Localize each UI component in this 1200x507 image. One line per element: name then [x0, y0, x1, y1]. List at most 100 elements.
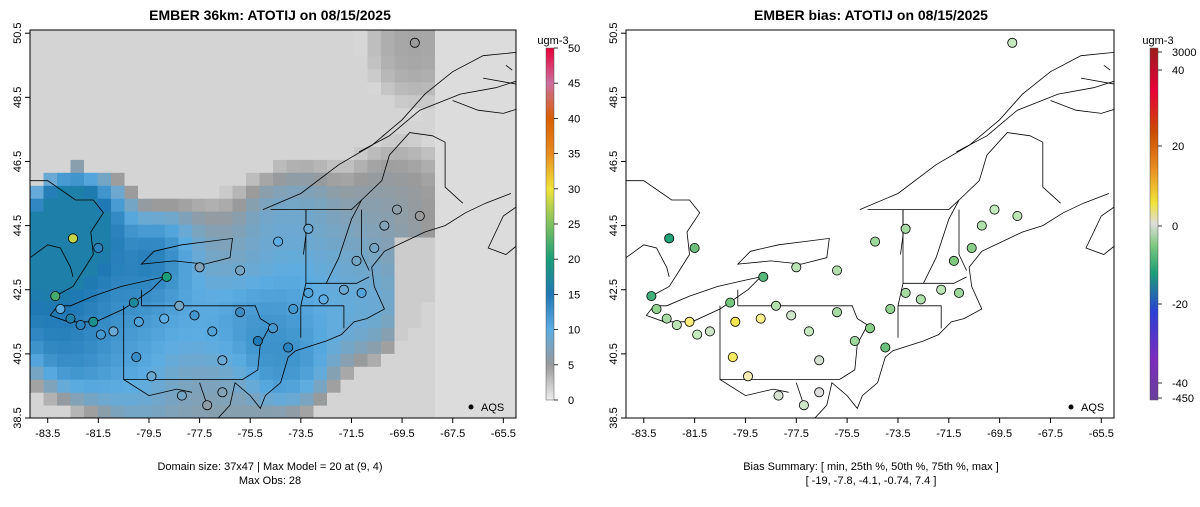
model-grid-cell	[30, 68, 45, 83]
colorbar-tick-label: -40	[1172, 378, 1188, 390]
model-grid-cell	[232, 185, 247, 199]
colorbar-tick-label: 3000	[1172, 47, 1196, 59]
model-grid-cell	[192, 107, 207, 122]
model-grid-cell	[367, 30, 382, 44]
model-grid-cell	[219, 172, 234, 186]
model-grid-cell	[57, 146, 72, 160]
model-grid-cell	[97, 94, 112, 109]
right-y-axis: 38.5 40.5 42.5 44.5 46.5 48.5 50.5	[608, 22, 626, 429]
model-grid-cell	[408, 366, 423, 380]
model-grid-cell	[475, 236, 490, 251]
model-grid-cell	[435, 30, 450, 44]
model-grid-cell	[43, 146, 58, 160]
model-grid-cell	[205, 236, 220, 251]
model-grid-cell	[462, 68, 477, 83]
model-grid-cell	[178, 366, 193, 380]
model-grid-cell	[367, 379, 382, 393]
left-map-outlines	[30, 52, 516, 418]
model-grid-cell	[151, 30, 166, 44]
left-observation-point	[207, 326, 218, 337]
model-grid-cell	[435, 327, 450, 341]
model-grid-cell	[111, 288, 126, 303]
model-grid-cell	[448, 133, 463, 147]
model-grid-cell	[381, 172, 396, 186]
model-grid-cell	[246, 198, 261, 212]
model-grid-cell	[354, 107, 369, 122]
model-grid-cell	[84, 249, 99, 264]
model-grid-cell	[219, 405, 234, 418]
model-grid-cell	[435, 340, 450, 354]
model-grid-cell	[246, 211, 261, 225]
right-x-axis: -83.5 -81.5 -79.5 -77.5 -75.5 -73.5 -71.5 -69.5…	[631, 418, 1114, 440]
model-grid-cell	[232, 236, 247, 251]
model-grid-cell	[111, 405, 126, 418]
model-grid-cell	[489, 301, 504, 316]
model-grid-cell	[178, 211, 193, 225]
right-y-tick-label: 44.5	[608, 215, 620, 236]
model-grid-cell	[205, 55, 220, 70]
model-grid-cell	[43, 159, 58, 173]
model-grid-cell	[394, 249, 409, 264]
model-grid-cell	[367, 301, 382, 316]
model-grid-cell	[178, 327, 193, 341]
model-grid-cell	[381, 81, 396, 96]
left-observation-point	[267, 323, 278, 334]
model-grid-cell	[246, 81, 261, 96]
model-grid-cell	[246, 30, 261, 44]
left-observation-point	[161, 271, 172, 282]
model-grid-cell	[273, 275, 288, 290]
model-grid-cell	[246, 275, 261, 290]
model-grid-cell	[327, 30, 342, 44]
model-grid-cell	[327, 236, 342, 251]
model-grid-cell	[273, 224, 288, 238]
model-grid-cell	[489, 353, 504, 367]
model-grid-cell	[394, 379, 409, 393]
model-grid-cell	[354, 275, 369, 290]
model-grid-cell	[408, 405, 423, 418]
model-grid-cell	[43, 392, 58, 406]
model-grid-cell	[219, 107, 234, 122]
model-grid-cell	[286, 120, 301, 134]
model-grid-cell	[43, 42, 58, 57]
right-footer-line-2: [ -19, -7.8, -4.1, -0.74, 7.4 ]	[806, 475, 937, 487]
model-grid-cell	[475, 55, 490, 70]
left-colorbar-unit: ugm-3	[537, 35, 568, 47]
right-title: EMBER bias: ATOTIJ on 08/15/2025	[754, 7, 988, 23]
model-grid-cell	[84, 275, 99, 290]
model-grid-cell	[97, 133, 112, 147]
model-grid-cell	[448, 55, 463, 70]
model-grid-cell	[43, 30, 58, 44]
left-x-tick-label: -65.5	[491, 428, 516, 440]
model-grid-cell	[313, 314, 328, 328]
model-grid-cell	[435, 211, 450, 225]
model-grid-cell	[462, 42, 477, 57]
left-observation-point	[303, 287, 314, 298]
model-grid-cell	[286, 379, 301, 393]
model-grid-cell	[313, 262, 328, 277]
model-grid-cell	[165, 185, 180, 199]
model-grid-cell	[273, 405, 288, 418]
model-grid-cell	[138, 405, 153, 418]
model-grid-cell	[354, 314, 369, 328]
model-grid-cell	[462, 107, 477, 122]
model-grid-cell	[327, 81, 342, 96]
model-grid-cell	[111, 55, 126, 70]
model-grid-cell	[138, 301, 153, 316]
model-grid-cell	[178, 249, 193, 264]
left-footer-line-1: Domain size: 37x47 | Max Model = 20 at (…	[157, 461, 382, 473]
model-grid-cell	[97, 340, 112, 354]
model-grid-cell	[300, 172, 315, 186]
model-grid-cell	[138, 133, 153, 147]
right-coastline	[814, 193, 1110, 418]
right-state-border	[898, 305, 942, 329]
model-grid-cell	[381, 236, 396, 251]
model-grid-cell	[246, 236, 261, 251]
right-x-tick-label: -83.5	[631, 428, 656, 440]
model-grid-cell	[138, 159, 153, 173]
right-observation-point	[948, 255, 959, 266]
left-observation-point	[50, 291, 61, 302]
right-observation-point	[900, 223, 911, 234]
model-grid-cell	[286, 42, 301, 57]
model-grid-cell	[489, 211, 504, 225]
model-grid-cell	[421, 185, 436, 199]
